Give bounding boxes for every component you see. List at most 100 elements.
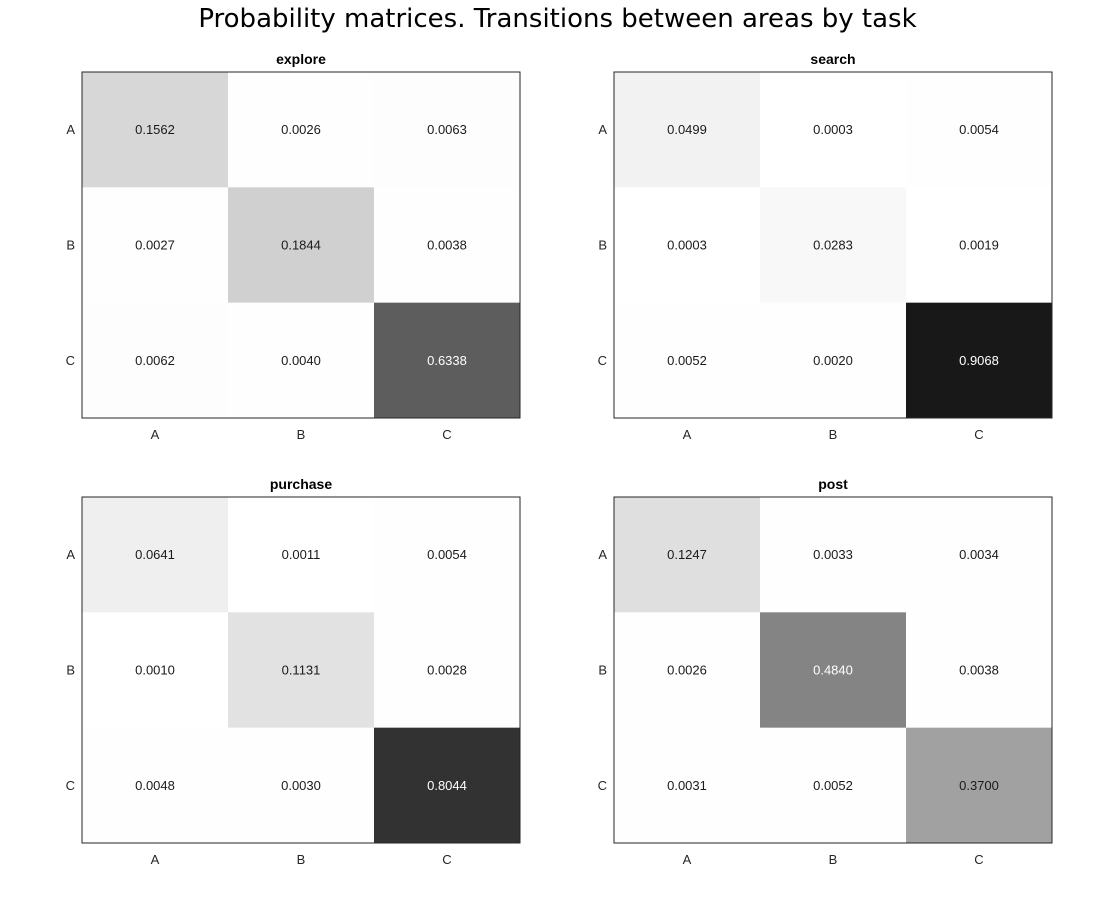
heatmap-cell xyxy=(374,187,521,304)
figure-title: Probability matrices. Transitions betwee… xyxy=(198,4,917,34)
plot-frame xyxy=(613,71,1053,419)
cell-value-label: 0.0020 xyxy=(813,353,853,368)
panel-title: explore xyxy=(276,51,326,67)
cell-value-label: 0.0038 xyxy=(959,663,999,678)
heatmap-cell xyxy=(906,187,1053,304)
heatmap-panel-post: post 0.1247 0.0033 0.0034 0.0026 0.4840 0.0038… xyxy=(598,476,1053,867)
cell-value-label: 0.0048 xyxy=(135,778,175,793)
y-tick-label: C xyxy=(66,353,75,368)
cell-value-label: 0.3700 xyxy=(959,778,999,793)
x-tick-label: C xyxy=(442,852,451,867)
heatmap-cell xyxy=(760,727,907,844)
y-tick-label: B xyxy=(66,238,75,253)
plot-frame xyxy=(81,71,521,419)
heatmap-cell xyxy=(82,302,229,419)
heatmap-cell xyxy=(228,187,375,304)
x-tick-label: B xyxy=(829,427,838,442)
heatmap-cell xyxy=(906,302,1053,419)
heatmap-cell xyxy=(82,72,229,188)
heatmap-cell xyxy=(760,302,907,419)
heatmap-cell xyxy=(614,497,761,613)
heatmap-cell xyxy=(82,727,229,844)
cell-value-label: 0.0030 xyxy=(281,778,321,793)
cell-value-label: 0.8044 xyxy=(427,778,467,793)
plot-frame xyxy=(81,496,521,844)
x-tick-label: A xyxy=(683,852,692,867)
y-tick-label: A xyxy=(598,547,607,562)
heatmap-cell xyxy=(906,612,1053,729)
cell-value-label: 0.1247 xyxy=(667,547,707,562)
cell-value-label: 0.0499 xyxy=(667,122,707,137)
x-tick-label: B xyxy=(829,852,838,867)
cell-value-label: 0.0027 xyxy=(135,238,175,253)
heatmap-cell xyxy=(82,497,229,613)
heatmap-panel-purchase: purchase 0.0641 0.0011 0.0054 0.0010 0.1131 0.… xyxy=(66,476,521,867)
cell-value-label: 0.0052 xyxy=(813,778,853,793)
heatmap-cell xyxy=(228,72,375,188)
heatmap-cell xyxy=(228,497,375,613)
panel-title: purchase xyxy=(270,476,332,492)
y-tick-label: B xyxy=(598,238,607,253)
y-tick-label: C xyxy=(598,353,607,368)
cell-value-label: 0.6338 xyxy=(427,353,467,368)
cell-value-label: 0.0062 xyxy=(135,353,175,368)
x-tick-label: A xyxy=(151,427,160,442)
cell-value-label: 0.0034 xyxy=(959,547,999,562)
cell-value-label: 0.1562 xyxy=(135,122,175,137)
heatmap-cell xyxy=(906,727,1053,844)
heatmap-cell xyxy=(82,612,229,729)
x-tick-label: C xyxy=(442,427,451,442)
plot-frame xyxy=(613,496,1053,844)
cell-value-label: 0.0033 xyxy=(813,547,853,562)
y-tick-label: B xyxy=(66,663,75,678)
heatmap-cell xyxy=(906,497,1053,613)
panel-title: post xyxy=(818,476,848,492)
cell-value-label: 0.0052 xyxy=(667,353,707,368)
heatmap-cell xyxy=(614,727,761,844)
cell-value-label: 0.0026 xyxy=(281,122,321,137)
heatmap-cell xyxy=(374,72,521,188)
x-tick-label: C xyxy=(974,427,983,442)
cell-value-label: 0.0003 xyxy=(813,122,853,137)
heatmap-cell xyxy=(760,497,907,613)
heatmap-panel-search: search 0.0499 0.0003 0.0054 0.0003 0.0283 0.00… xyxy=(598,51,1053,442)
cell-value-label: 0.0040 xyxy=(281,353,321,368)
cell-value-label: 0.0003 xyxy=(667,238,707,253)
cell-value-label: 0.0283 xyxy=(813,238,853,253)
x-tick-label: A xyxy=(683,427,692,442)
heatmap-panel-explore: explore 0.1562 0.0026 0.0063 0.0027 0.1844 0.0… xyxy=(66,51,521,442)
y-tick-label: B xyxy=(598,663,607,678)
cell-value-label: 0.0010 xyxy=(135,663,175,678)
cell-value-label: 0.0063 xyxy=(427,122,467,137)
cell-value-label: 0.0641 xyxy=(135,547,175,562)
cell-value-label: 0.0031 xyxy=(667,778,707,793)
y-tick-label: C xyxy=(598,778,607,793)
cell-value-label: 0.0038 xyxy=(427,238,467,253)
heatmap-cell xyxy=(906,72,1053,188)
heatmap-cell xyxy=(614,187,761,304)
heatmap-cell xyxy=(614,72,761,188)
y-tick-label: A xyxy=(66,547,75,562)
heatmap-cell xyxy=(374,497,521,613)
heatmap-cell xyxy=(374,727,521,844)
heatmap-cell xyxy=(374,612,521,729)
heatmap-cell xyxy=(614,612,761,729)
cell-value-label: 0.0019 xyxy=(959,238,999,253)
x-tick-label: B xyxy=(297,852,306,867)
heatmap-cell xyxy=(228,612,375,729)
heatmap-cell xyxy=(760,612,907,729)
heatmap-cell xyxy=(228,302,375,419)
heatmap-cell xyxy=(82,187,229,304)
cell-value-label: 0.9068 xyxy=(959,353,999,368)
panel-title: search xyxy=(810,51,855,67)
cell-value-label: 0.4840 xyxy=(813,663,853,678)
x-tick-label: B xyxy=(297,427,306,442)
cell-value-label: 0.0054 xyxy=(427,547,467,562)
cell-value-label: 0.1131 xyxy=(282,663,321,678)
heatmap-cell xyxy=(228,727,375,844)
cell-value-label: 0.1844 xyxy=(281,238,321,253)
heatmap-cell xyxy=(760,187,907,304)
heatmap-cell xyxy=(374,302,521,419)
cell-value-label: 0.0054 xyxy=(959,122,999,137)
